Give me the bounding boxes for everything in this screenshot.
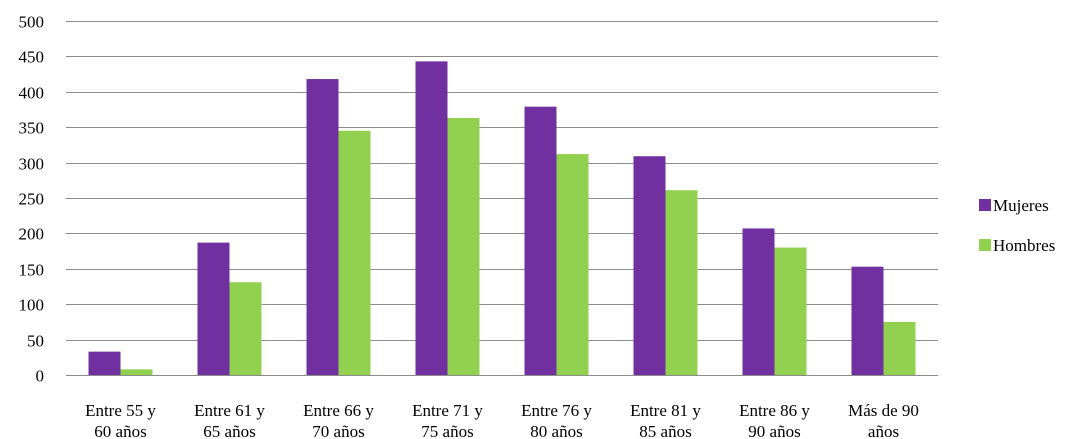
y-tick-label: 300 xyxy=(19,155,45,174)
bar-hombres-3 xyxy=(447,117,480,375)
y-tick-label: 150 xyxy=(19,261,45,280)
bar-hombres-5 xyxy=(665,190,698,375)
bar-mujeres-3 xyxy=(415,61,448,376)
y-axis-ticks: 0 50 100 150 200 250 300 350 400 450 500 xyxy=(19,13,45,386)
y-tick-label: 500 xyxy=(19,13,45,32)
x-tick-label: 90 años xyxy=(748,422,800,439)
legend-label-hombres: Hombres xyxy=(993,236,1055,255)
bar-hombres-2 xyxy=(338,130,371,375)
bar-mujeres-7 xyxy=(851,266,884,375)
x-tick-label: Entre 61 y xyxy=(194,401,265,420)
x-tick-label: 85 años xyxy=(639,422,691,439)
y-tick-label: 50 xyxy=(27,332,44,351)
x-tick-label: 75 años xyxy=(421,422,473,439)
x-tick-label: Entre 81 y xyxy=(630,401,701,420)
y-tick-label: 200 xyxy=(19,225,45,244)
x-tick-label: 65 años xyxy=(203,422,255,439)
x-tick-label: Entre 55 y xyxy=(85,401,156,420)
bar-mujeres-1 xyxy=(197,242,230,375)
x-tick-label: 80 años xyxy=(530,422,582,439)
x-tick-label: Entre 66 y xyxy=(303,401,374,420)
x-axis-labels: Entre 55 y 60 años Entre 61 y 65 años Entre … xyxy=(85,401,919,439)
y-tick-label: 0 xyxy=(36,367,45,386)
x-tick-label: 70 años xyxy=(312,422,364,439)
bar-hombres-4 xyxy=(556,154,589,375)
legend-swatch-hombres xyxy=(979,239,991,251)
bar-mujeres-2 xyxy=(306,79,339,375)
x-tick-label: Entre 76 y xyxy=(521,401,592,420)
y-tick-label: 400 xyxy=(19,84,45,103)
bar-hombres-1 xyxy=(229,282,262,375)
legend: Mujeres Hombres xyxy=(979,196,1055,255)
y-tick-label: 450 xyxy=(19,48,45,67)
bar-hombres-6 xyxy=(774,247,807,375)
x-tick-label: Entre 86 y xyxy=(739,401,810,420)
bars xyxy=(88,61,916,376)
y-tick-label: 250 xyxy=(19,190,45,209)
bar-mujeres-6 xyxy=(742,228,775,375)
y-tick-label: 350 xyxy=(19,119,45,138)
x-tick-label: años xyxy=(868,422,899,439)
x-tick-label: Entre 71 y xyxy=(412,401,483,420)
y-tick-label: 100 xyxy=(19,296,45,315)
x-tick-label: 60 años xyxy=(94,422,146,439)
legend-swatch-mujeres xyxy=(979,199,991,211)
bar-hombres-7 xyxy=(883,321,916,375)
legend-label-mujeres: Mujeres xyxy=(993,196,1049,215)
bar-hombres-0 xyxy=(120,369,153,375)
bar-mujeres-0 xyxy=(88,351,121,375)
gridlines xyxy=(66,21,938,341)
bar-mujeres-5 xyxy=(633,156,666,375)
x-tick-label: Más de 90 xyxy=(848,401,919,420)
bar-mujeres-4 xyxy=(524,106,557,375)
